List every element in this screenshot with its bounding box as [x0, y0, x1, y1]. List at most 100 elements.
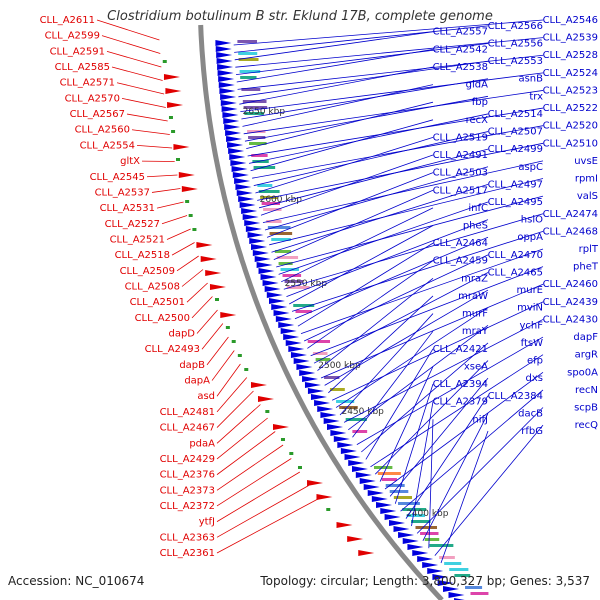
right-gene-label: aspC [518, 162, 543, 173]
left-gene-label: gltX [120, 156, 140, 167]
cog-color-block [241, 88, 261, 91]
reverse-gene-arrow [304, 382, 321, 388]
right-leader-line [405, 395, 489, 519]
cog-color-block [252, 160, 269, 163]
right-gene-label: CLL_A2499 [488, 144, 543, 155]
right-gene-label: CLL_A2520 [543, 121, 598, 132]
right-gene-label: infC [468, 203, 488, 214]
right-gene-label: rpmI [575, 174, 598, 185]
right-leader-line [242, 84, 434, 127]
left-gene-label: CLL_A2493 [145, 344, 200, 355]
reverse-gene-arrow [448, 592, 465, 598]
forward-gene-arrow [316, 494, 333, 500]
right-gene-label: CLL_A2439 [543, 297, 598, 308]
left-gene-label: CLL_A2521 [110, 234, 165, 245]
kbp-tick-label: 2650 kbp [243, 107, 286, 117]
cog-color-block [248, 136, 266, 139]
right-leader-line [283, 213, 544, 290]
cog-color-block [324, 376, 340, 379]
right-leader-line [348, 324, 489, 431]
reverse-gene-arrow [217, 64, 234, 70]
left-gene-label: CLL_A2518 [115, 250, 170, 261]
reverse-gene-arrow [443, 586, 460, 592]
left-gene-label: CLL_A2501 [130, 297, 185, 308]
right-leader-line [303, 254, 489, 342]
cog-color-block [293, 304, 315, 307]
reverse-gene-arrow [299, 370, 316, 376]
reverse-gene-arrow [232, 172, 249, 178]
right-leader-line [234, 25, 489, 53]
left-gene-label: CLL_A2567 [70, 109, 125, 120]
kbp-tick-label: 2400 kbp [406, 509, 449, 519]
right-leader-line [269, 178, 544, 246]
forward-gene-arrow [307, 480, 324, 486]
right-gene-label: CLL_A2539 [543, 33, 598, 44]
right-gene-label: CLL_A2459 [433, 256, 488, 267]
reverse-gene-arrow [215, 40, 232, 46]
right-gene-label: CLL_A2556 [488, 38, 543, 49]
reverse-gene-arrow [290, 352, 307, 358]
reverse-gene-arrow [218, 76, 235, 82]
reverse-gene-arrow [239, 202, 256, 208]
cog-color-block [280, 268, 299, 271]
reverse-gene-arrow [245, 226, 262, 232]
left-leader-line [176, 255, 199, 272]
right-leader-line [262, 160, 544, 223]
right-leader-line [264, 166, 489, 231]
reverse-gene-arrow [402, 538, 419, 544]
reverse-gene-arrow [258, 268, 275, 274]
left-gene-label: CLL_A2560 [75, 125, 130, 136]
right-gene-label: CLL_A2528 [543, 50, 598, 61]
right-gene-label: dxs [526, 373, 543, 384]
cog-color-block [263, 208, 282, 211]
cog-color-block [247, 130, 266, 133]
right-gene-label: CLL_A2523 [543, 85, 598, 96]
right-leader-line [235, 37, 544, 68]
right-gene-label: valS [577, 191, 598, 202]
left-leader-line [161, 215, 188, 225]
right-leader-line [320, 283, 544, 379]
right-leader-line [246, 101, 434, 149]
small-gene-mark [297, 466, 302, 469]
cog-color-block [424, 538, 440, 541]
right-gene-label: murF [462, 309, 488, 320]
right-leader-line [247, 107, 544, 157]
left-gene-label: CLL_A2467 [160, 423, 215, 434]
small-gene-mark [265, 410, 270, 413]
right-gene-label: CLL_A2384 [488, 391, 543, 402]
right-gene-label: pheT [573, 262, 599, 273]
reverse-gene-arrow [367, 490, 384, 496]
right-leader-line [428, 419, 434, 549]
right-leader-line [339, 313, 434, 416]
small-gene-mark [168, 116, 173, 119]
small-gene-mark [231, 340, 236, 343]
left-gene-label: CLL_A2500 [135, 313, 190, 324]
forward-gene-arrow [200, 256, 217, 262]
right-leader-line [361, 342, 489, 453]
topology-label: Topology: circular; Length: 3,800,327 bp… [260, 574, 590, 588]
small-gene-mark [214, 298, 219, 301]
right-gene-label: oppA [517, 232, 543, 243]
reverse-gene-arrow [216, 58, 233, 64]
right-gene-label: CLL_A2517 [433, 185, 488, 196]
reverse-gene-arrow [412, 550, 429, 556]
right-leader-line [235, 43, 489, 75]
cog-color-block [329, 388, 345, 391]
left-gene-label: CLL_A2571 [60, 78, 115, 89]
left-leader-line [126, 113, 168, 122]
reverse-gene-arrow [268, 298, 285, 304]
cog-color-block [377, 472, 401, 475]
right-gene-label: CLL_A2519 [433, 132, 488, 143]
right-leader-line [276, 195, 544, 268]
reverse-gene-arrow [260, 274, 277, 280]
reverse-gene-arrow [432, 574, 449, 580]
reverse-gene-arrow [363, 484, 380, 490]
right-gene-label: gidA [466, 80, 488, 91]
reverse-gene-arrow [293, 358, 310, 364]
small-gene-mark [162, 60, 167, 63]
cog-color-block [249, 142, 267, 145]
right-leader-line [394, 383, 434, 504]
kbp-tick-label: 2550 kbp [285, 279, 328, 289]
right-gene-label: CLL_A2474 [543, 209, 598, 220]
reverse-gene-arrow [262, 280, 279, 286]
